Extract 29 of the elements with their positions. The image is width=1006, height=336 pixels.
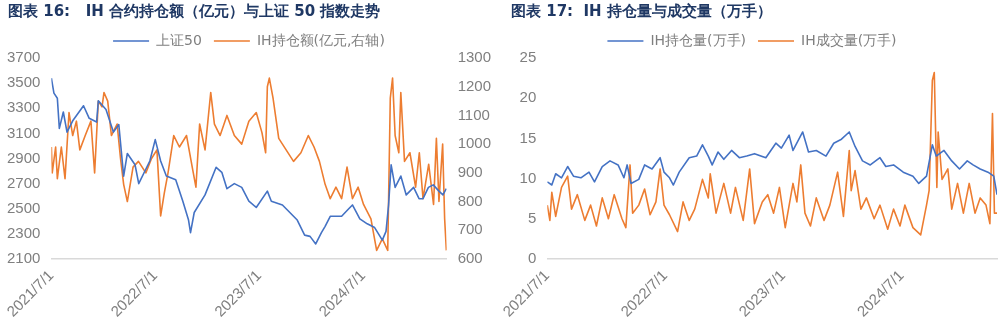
legend-label: IH持仓额(亿元,右轴) (256, 31, 385, 48)
y-tick-label: 2500 (6, 198, 41, 216)
y-tick-label: 2300 (6, 224, 41, 241)
y2-tick-label: 1100 (457, 105, 490, 123)
y2-tick-label: 800 (457, 191, 483, 209)
y-tick-label: 20 (519, 88, 537, 106)
y-tick-label: 2900 (6, 148, 41, 166)
y-tick-label: 5 (527, 208, 537, 226)
y-tick-label: 3700 (6, 48, 41, 66)
chart-title: 图表 16: IH 合约持仓额（亿元）与上证 50 指数走势 (7, 1, 382, 22)
legend-label: 上证50 (156, 31, 202, 48)
y-tick-label: 0 (527, 249, 537, 267)
y-tick-label: 2700 (6, 173, 41, 191)
y-tick-label: 3100 (6, 123, 41, 141)
y-tick-label: 3500 (6, 73, 41, 91)
y2-tick-label: 700 (457, 220, 483, 238)
y-tick-label: 3300 (6, 98, 41, 116)
y2-tick-label: 900 (457, 162, 483, 180)
y-tick-label: 15 (519, 128, 537, 146)
y2-tick-label: 1300 (457, 48, 492, 66)
y-tick-label: 25 (519, 48, 537, 66)
y-tick-label: 2100 (6, 249, 41, 267)
y2-tick-label: 600 (457, 249, 483, 267)
y-tick-label: 10 (519, 168, 537, 186)
y2-tick-label: 1000 (457, 134, 492, 152)
y2-tick-label: 1200 (457, 76, 492, 94)
legend-label: IH持仓量(万手) (650, 31, 747, 48)
chart-title: 图表 17: IH 持仓量与成交量（万手） (510, 1, 773, 22)
legend-label: IH成交量(万手) (801, 31, 897, 48)
